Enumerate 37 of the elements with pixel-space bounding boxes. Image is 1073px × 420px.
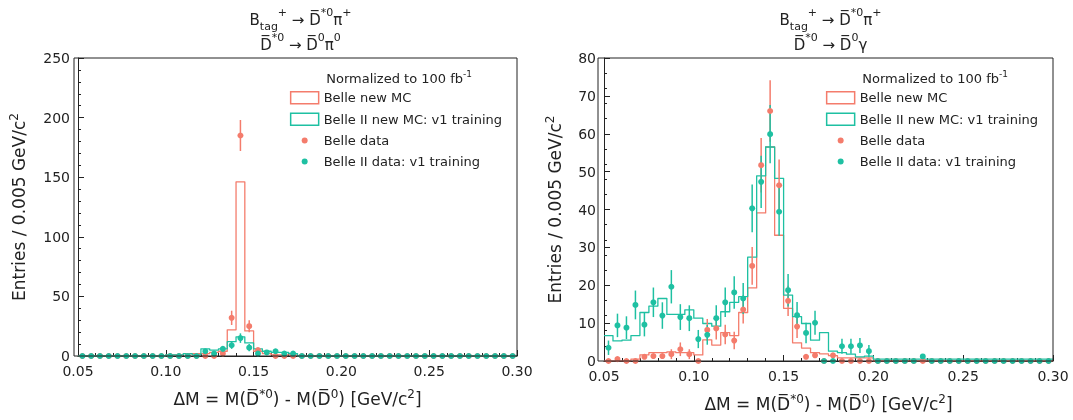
y-tick-label: 0 — [587, 353, 596, 369]
legend-label: Belle new MC — [323, 90, 412, 106]
x-tick-label: 0.15 — [238, 363, 270, 379]
y-tick-label: 80 — [578, 50, 596, 66]
x-tick-label: 0.20 — [857, 368, 889, 384]
y-tick-label: 50 — [52, 288, 70, 305]
x-tick-label: 0.10 — [678, 368, 710, 384]
y-axis-title: Entries / 0.005 GeV/c2 — [7, 113, 29, 301]
x-tick-label: 0.15 — [768, 368, 800, 384]
x-tick-label: 0.05 — [588, 368, 620, 384]
y-tick-label: 100 — [43, 228, 70, 245]
y-tick-label: 40 — [578, 201, 596, 218]
y-tick-label: 0 — [61, 348, 70, 364]
legend-label: Belle II data: v1 training — [323, 154, 480, 169]
x-tick-label: 0.05 — [62, 363, 94, 379]
y-tick-label: 20 — [578, 277, 596, 294]
y-tick-label: 150 — [43, 169, 70, 186]
x-tick-label: 0.30 — [1037, 368, 1069, 384]
x-tick-label: 0.25 — [413, 363, 445, 379]
legend-label: Belle II new MC: v1 training — [323, 111, 503, 127]
y-tick-label: 250 — [43, 50, 70, 66]
legend-label: Belle data — [859, 133, 926, 148]
x-tick-label: 0.20 — [325, 363, 357, 379]
legend-label: Belle new MC — [859, 90, 948, 106]
x-tick-label: 0.30 — [501, 363, 533, 379]
y-tick-label: 10 — [578, 315, 596, 332]
y-axis-title: Entries / 0.005 GeV/c2 — [543, 115, 565, 304]
legend-label: Belle II new MC: v1 training — [859, 111, 1039, 127]
y-tick-label: 200 — [43, 109, 70, 126]
y-tick-label: 60 — [578, 125, 596, 142]
legend-label: Belle data — [323, 133, 390, 148]
y-tick-label: 50 — [578, 163, 596, 180]
y-tick-label: 30 — [578, 239, 596, 256]
legend-label: Belle II data: v1 training — [859, 154, 1016, 169]
x-tick-label: 0.10 — [150, 363, 182, 379]
y-tick-label: 70 — [578, 87, 596, 104]
x-tick-label: 0.25 — [947, 368, 979, 384]
